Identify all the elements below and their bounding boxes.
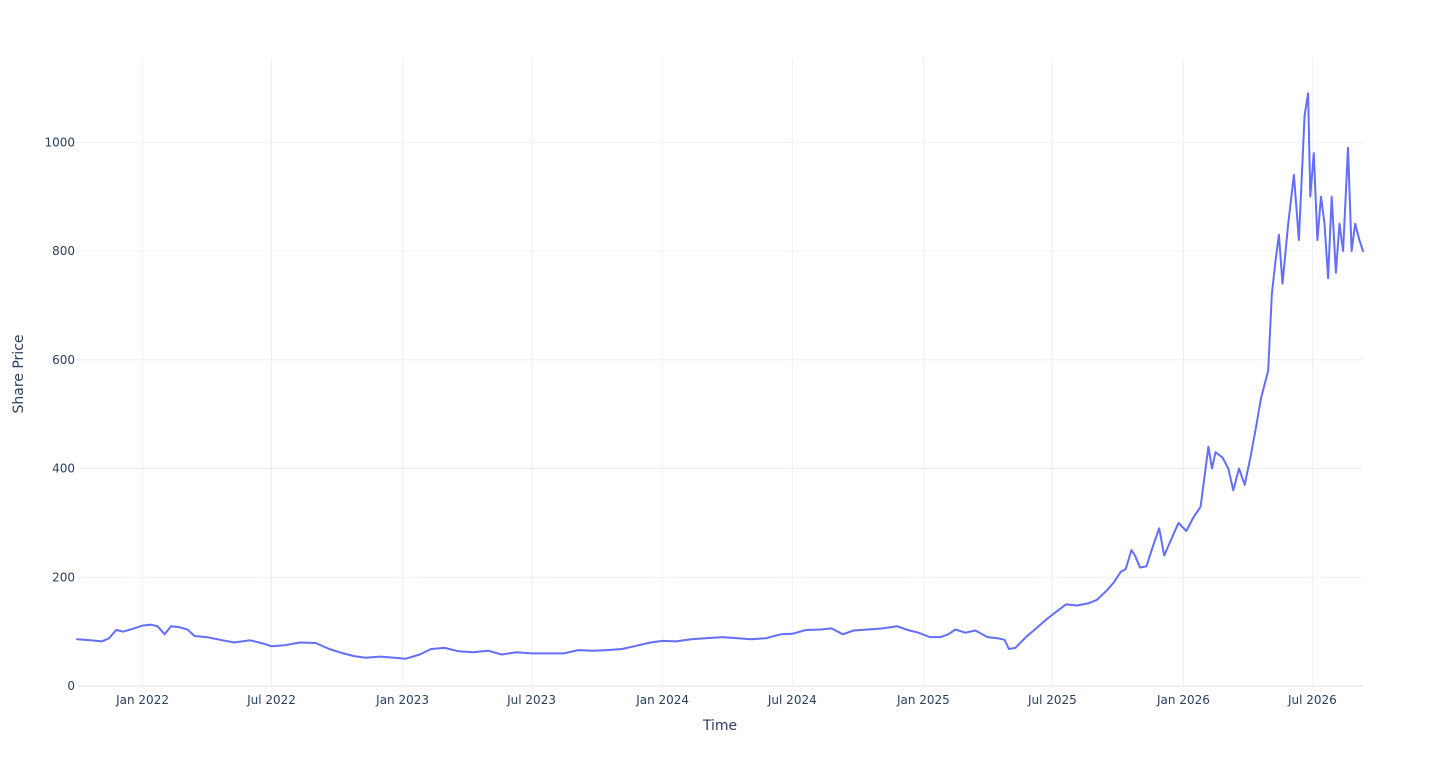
x-tick-label: Jul 2026 xyxy=(1287,693,1337,707)
x-tick-label: Jul 2022 xyxy=(246,693,296,707)
x-tick-label: Jul 2023 xyxy=(506,693,556,707)
x-tick-label: Jul 2025 xyxy=(1027,693,1077,707)
x-tick-label: Jan 2024 xyxy=(635,693,689,707)
x-tick-label: Jan 2025 xyxy=(896,693,950,707)
y-tick-label: 800 xyxy=(52,244,75,258)
x-tick-label: Jan 2023 xyxy=(375,693,429,707)
axis-layer: Jan 2022 Jul 2022 Jan 2023 Jul 2023 Jan 2024… xyxy=(44,135,1336,707)
x-tick-label: Jan 2022 xyxy=(115,693,169,707)
x-tick-label: Jul 2024 xyxy=(767,693,817,707)
y-tick-label: 1000 xyxy=(44,135,75,149)
grid-layer xyxy=(77,58,1363,687)
y-tick-label: 400 xyxy=(52,462,75,476)
y-tick-label: 200 xyxy=(52,570,75,584)
y-tick-label: 0 xyxy=(67,679,75,693)
y-axis-title: Share Price xyxy=(11,334,27,413)
x-axis-title: Time xyxy=(702,718,737,734)
share-price-series-line xyxy=(76,92,1364,660)
y-tick-label: 600 xyxy=(52,353,75,367)
series-layer xyxy=(76,92,1364,660)
x-tick-label: Jan 2026 xyxy=(1156,693,1210,707)
